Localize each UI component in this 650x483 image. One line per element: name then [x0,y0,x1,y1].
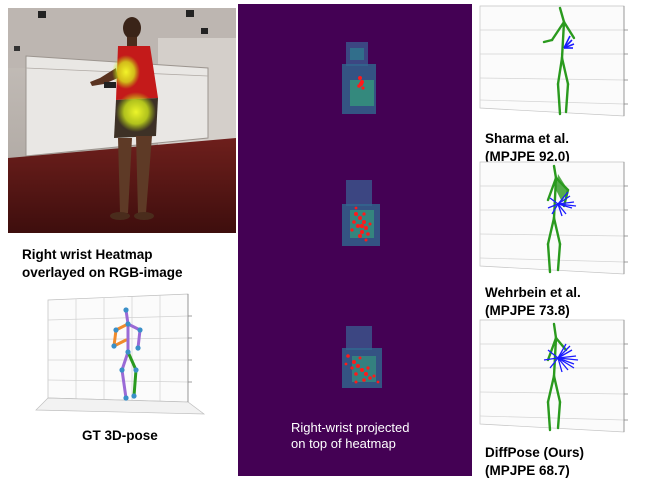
rgb-caption-line1: Right wrist Heatmap [22,247,153,262]
wehrbein-metric: (MPJPE 73.8) [485,303,570,318]
heatmap-caption-line1: Right-wrist projected [291,420,410,435]
heatmap-blob-1 [342,42,376,114]
wehrbein-pose-plot [474,160,650,278]
diffpose-metric: (MPJPE 68.7) [485,463,570,478]
heatmap-blob-3 [342,326,382,388]
rgb-image-panel [8,8,236,233]
sharma-pose-plot [474,4,650,124]
diffpose-name: DiffPose (Ours) [485,445,585,460]
diffpose-pose-plot [474,318,650,436]
rgb-image-with-heatmap [8,8,236,233]
rgb-caption-line2: overlayed on RGB-image [22,265,183,280]
heatmap-panel [238,4,472,476]
sharma-metric: (MPJPE 92.0) [485,149,570,164]
gt-caption: GT 3D-pose [82,428,158,443]
gt-pose-plot [28,290,218,418]
heatmap-blob-2 [342,180,380,246]
heatmap-stack [342,42,382,388]
sharma-name: Sharma et al. [485,131,570,146]
gt-3d-pose-axes [35,293,206,415]
wehrbein-name: Wehrbein et al. [485,285,581,300]
heatmap-caption-line2: on top of heatmap [291,436,396,451]
